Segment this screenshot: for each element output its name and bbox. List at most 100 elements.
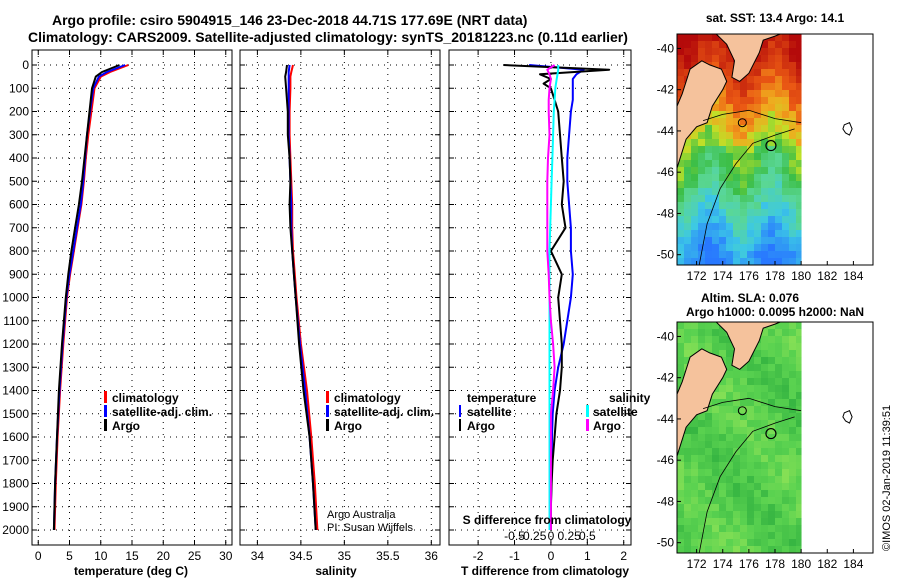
map-cell (719, 202, 727, 210)
map-cell (740, 511, 748, 519)
map-cell (698, 230, 706, 238)
map-cell (698, 476, 706, 484)
map-cell (712, 230, 720, 238)
map-field (677, 34, 873, 265)
map-cell (691, 476, 699, 484)
legend-label-argo: Argo (112, 419, 140, 433)
map-cell (733, 153, 741, 161)
map-cell (747, 455, 755, 463)
y-tick-label: 600 (9, 198, 29, 212)
map-cell (789, 55, 797, 63)
map-cell (712, 111, 720, 119)
map-cell (796, 125, 802, 133)
map-cell (740, 237, 748, 245)
map-cell (754, 364, 762, 372)
map-cell (691, 483, 699, 491)
map-cell (740, 118, 748, 126)
map-cell (726, 350, 734, 358)
map-cell (782, 181, 790, 189)
map-cell (761, 525, 769, 533)
y-tick-label: 1100 (3, 314, 29, 328)
map-cell (775, 174, 783, 182)
map-cell (705, 434, 713, 442)
map-cell (684, 329, 692, 337)
map-cell (768, 378, 776, 386)
map-cell (719, 55, 727, 63)
map-cell (705, 118, 713, 126)
map-cell (761, 392, 769, 400)
map-cell (789, 146, 797, 154)
map-cell (684, 350, 692, 358)
map-cell (754, 76, 762, 84)
map-cell (768, 139, 776, 147)
map-cell (705, 258, 713, 265)
y-tick-label: 1500 (2, 407, 29, 421)
map-cell (782, 357, 790, 365)
map-cell (754, 132, 762, 140)
map-cell (754, 497, 762, 505)
map-cell (747, 97, 755, 105)
map-cell (740, 469, 748, 477)
x-tick-label: 20 (157, 549, 171, 563)
map-cell (712, 518, 720, 526)
map-cell (712, 406, 720, 414)
temperature-legend: climatology satellite-adj. clim. Argo (104, 391, 212, 433)
map-cell (775, 34, 783, 42)
map-cell (712, 237, 720, 245)
map-cell (796, 364, 802, 372)
map-cell (677, 518, 685, 526)
map-cell (782, 230, 790, 238)
map-cell (726, 209, 734, 217)
map-cell (761, 336, 769, 344)
map-cell (684, 223, 692, 231)
map-cell (705, 237, 713, 245)
map-cell (775, 490, 783, 498)
map-cell (740, 111, 748, 119)
map-cell (684, 55, 692, 63)
map-cell (789, 132, 797, 140)
map-cell (789, 385, 797, 393)
map-cell (705, 406, 713, 414)
map-cell (775, 371, 783, 379)
map-cell (775, 350, 783, 358)
map-cell (677, 62, 685, 70)
map-cell (740, 132, 748, 140)
map-cell (719, 174, 727, 182)
map-cell (747, 181, 755, 189)
x-tick-label: 35.5 (376, 549, 400, 563)
legend-swatch-t-satellite (459, 405, 461, 417)
map-cell (789, 258, 797, 265)
map-cell (782, 448, 790, 456)
map-cell (754, 378, 762, 386)
map-cell (712, 539, 720, 547)
map-cell (782, 518, 790, 526)
series-line-t-argo (503, 64, 611, 530)
map-cell (796, 153, 802, 161)
map-cell (761, 504, 769, 512)
map-cell (684, 202, 692, 210)
map-cell (754, 83, 762, 91)
map-cell (733, 413, 741, 421)
map-cell (719, 41, 727, 49)
map-cell (698, 125, 706, 133)
map-cell (754, 69, 762, 77)
map-cell (684, 153, 692, 161)
map-cell (768, 476, 776, 484)
map-cell (684, 518, 692, 526)
map-cell (782, 322, 790, 330)
map-cell (677, 55, 685, 63)
y-tick-label: -44 (657, 124, 675, 138)
map-cell (726, 258, 734, 265)
map-cell (677, 174, 685, 182)
map-cell (684, 251, 692, 259)
map-cell (782, 55, 790, 63)
map-cell (754, 455, 762, 463)
map-cell (719, 195, 727, 203)
y-tick-label: -48 (657, 206, 675, 220)
map-cell (761, 160, 769, 168)
map-cell (747, 132, 755, 140)
map-cell (733, 223, 741, 231)
map-cell (726, 413, 734, 421)
map-cell (698, 427, 706, 435)
map-cell (740, 483, 748, 491)
